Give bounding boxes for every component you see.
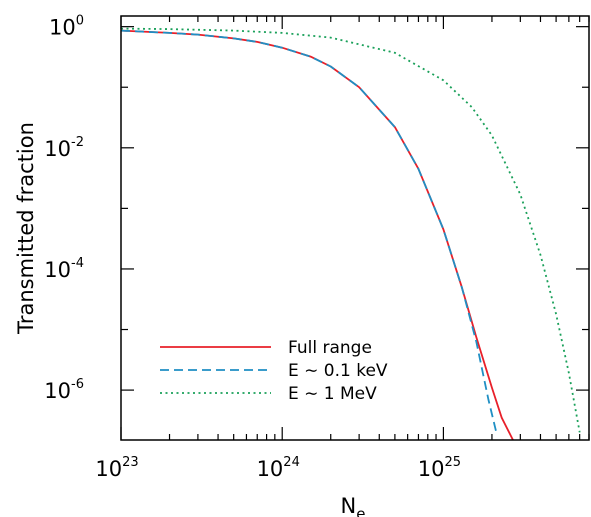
y-tick-label: 10-2 <box>44 135 84 161</box>
x-axis-label-sub: e <box>356 505 365 517</box>
y-tick-label-exponent: 0 <box>76 14 84 29</box>
x-tick-label-base: 10 <box>257 457 284 481</box>
y-tick-label-base: 10 <box>44 137 71 161</box>
x-axis-label-main: N <box>341 494 357 517</box>
legend-label: E ∼ 1 MeV <box>288 384 377 404</box>
x-tick-label-exponent: 23 <box>122 455 139 470</box>
series-layer <box>121 27 581 440</box>
series-line-2 <box>121 29 498 436</box>
y-tick-label-base: 10 <box>44 258 71 282</box>
x-tick-label-base: 10 <box>418 457 445 481</box>
y-tick-label-exponent: -4 <box>71 256 84 271</box>
y-tick-label-exponent: -6 <box>71 377 84 392</box>
y-axis-label: Transmitted fraction <box>14 122 38 335</box>
x-tick-label: 1024 <box>257 455 300 481</box>
legend-label: E ∼ 0.1 keV <box>288 361 388 381</box>
legend: Full range E ∼ 0.1 keV E ∼ 1 MeV <box>160 338 388 404</box>
y-tick-label: 10-4 <box>44 256 84 282</box>
x-tick-label-base: 10 <box>95 457 122 481</box>
y-tick-label-base: 10 <box>49 16 76 40</box>
y-tick-label: 10-6 <box>44 377 84 403</box>
y-tick-label-exponent: -2 <box>71 135 84 150</box>
legend-label: Full range <box>288 338 372 358</box>
x-tick-label-exponent: 25 <box>445 455 462 470</box>
x-tick-label: 1025 <box>418 455 461 481</box>
x-tick-label: 1023 <box>95 455 138 481</box>
plot-frame <box>120 15 590 441</box>
y-tick-label: 100 <box>49 14 84 40</box>
x-tick-label-exponent: 24 <box>283 455 300 470</box>
x-axis-label: Ne <box>341 494 366 517</box>
ticks-layer <box>120 16 590 440</box>
y-tick-label-base: 10 <box>44 379 71 403</box>
